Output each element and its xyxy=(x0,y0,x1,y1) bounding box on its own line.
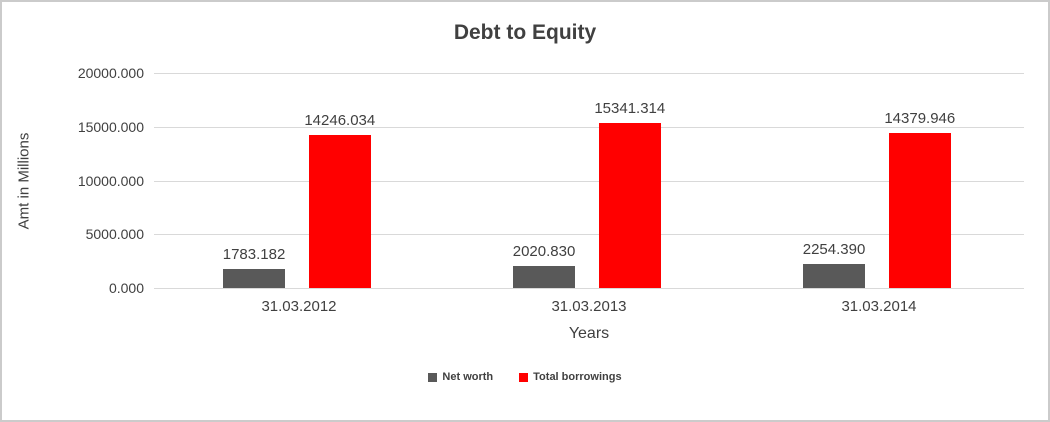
legend: Net worth Total borrowings xyxy=(2,371,1048,383)
value-label: 1783.182 xyxy=(222,245,286,263)
y-axis-title-column: Amt in Millions xyxy=(2,73,46,288)
gridline xyxy=(154,234,1024,236)
legend-item[interactable]: Net worth xyxy=(428,371,493,383)
legend-swatch xyxy=(428,372,438,382)
bar-group: 1783.182 14246.034 xyxy=(154,73,444,288)
plot-area: 1783.182 14246.034 2020.830 15341.314 2254.3… xyxy=(154,73,1024,289)
bar-wrap: 15341.314 xyxy=(594,73,665,288)
gridline xyxy=(154,288,1024,289)
bar-wrap: 2020.830 xyxy=(512,73,576,288)
bar-total-borrowings[interactable] xyxy=(308,134,371,288)
bar-wrap: 2254.390 xyxy=(802,73,866,288)
x-tick-label: 31.03.2014 xyxy=(841,298,917,315)
bar-net-worth[interactable] xyxy=(223,268,286,288)
y-axis-title: Amt in Millions xyxy=(15,132,33,229)
value-label: 14379.946 xyxy=(884,110,956,128)
legend-label: Net worth xyxy=(442,371,494,383)
value-label: 2254.390 xyxy=(802,240,866,258)
bar-wrap: 14379.946 xyxy=(884,73,955,288)
x-tick-label: 31.03.2012 xyxy=(261,298,337,315)
bar-groups: 1783.182 14246.034 2020.830 15341.314 2254.3… xyxy=(154,73,1024,288)
chart-body: Amt in Millions 0.000 5000.000 10000.000 15… xyxy=(2,65,1048,296)
x-axis-ticks: 31.03.2012 31.03.2013 31.03.2014 xyxy=(154,298,1024,315)
bar-wrap: 14246.034 xyxy=(304,73,375,288)
bar-wrap: 1783.182 xyxy=(222,73,286,288)
y-tick-label: 5000.000 xyxy=(85,226,144,243)
chart-title: Debt to Equity xyxy=(453,21,597,44)
bar-net-worth[interactable] xyxy=(803,263,866,288)
bar-group: 2020.830 15341.314 xyxy=(444,73,734,288)
y-tick-label: 20000.000 xyxy=(77,65,144,81)
y-tick-label: 10000.000 xyxy=(77,172,144,189)
value-label: 14246.034 xyxy=(304,111,376,129)
value-label: 2020.830 xyxy=(512,243,576,261)
y-tick-label: 0.000 xyxy=(108,280,144,296)
value-label: 15341.314 xyxy=(594,100,666,118)
gridline xyxy=(154,180,1024,182)
y-tick-label: 15000.000 xyxy=(77,118,144,135)
bar-group: 2254.390 14379.946 xyxy=(734,73,1024,288)
legend-item[interactable]: Total borrowings xyxy=(519,371,622,383)
y-axis-ticks: 0.000 5000.000 10000.000 15000.000 20000.000 xyxy=(46,65,154,296)
bar-total-borrowings[interactable] xyxy=(888,133,951,288)
x-axis-title: Years xyxy=(568,325,610,342)
bar-total-borrowings[interactable] xyxy=(598,123,661,288)
gridline xyxy=(154,73,1024,74)
x-tick-label: 31.03.2013 xyxy=(551,298,627,315)
bar-net-worth[interactable] xyxy=(513,266,576,288)
legend-label: Total borrowings xyxy=(533,371,622,383)
gridline xyxy=(154,126,1024,128)
legend-swatch xyxy=(519,372,529,382)
